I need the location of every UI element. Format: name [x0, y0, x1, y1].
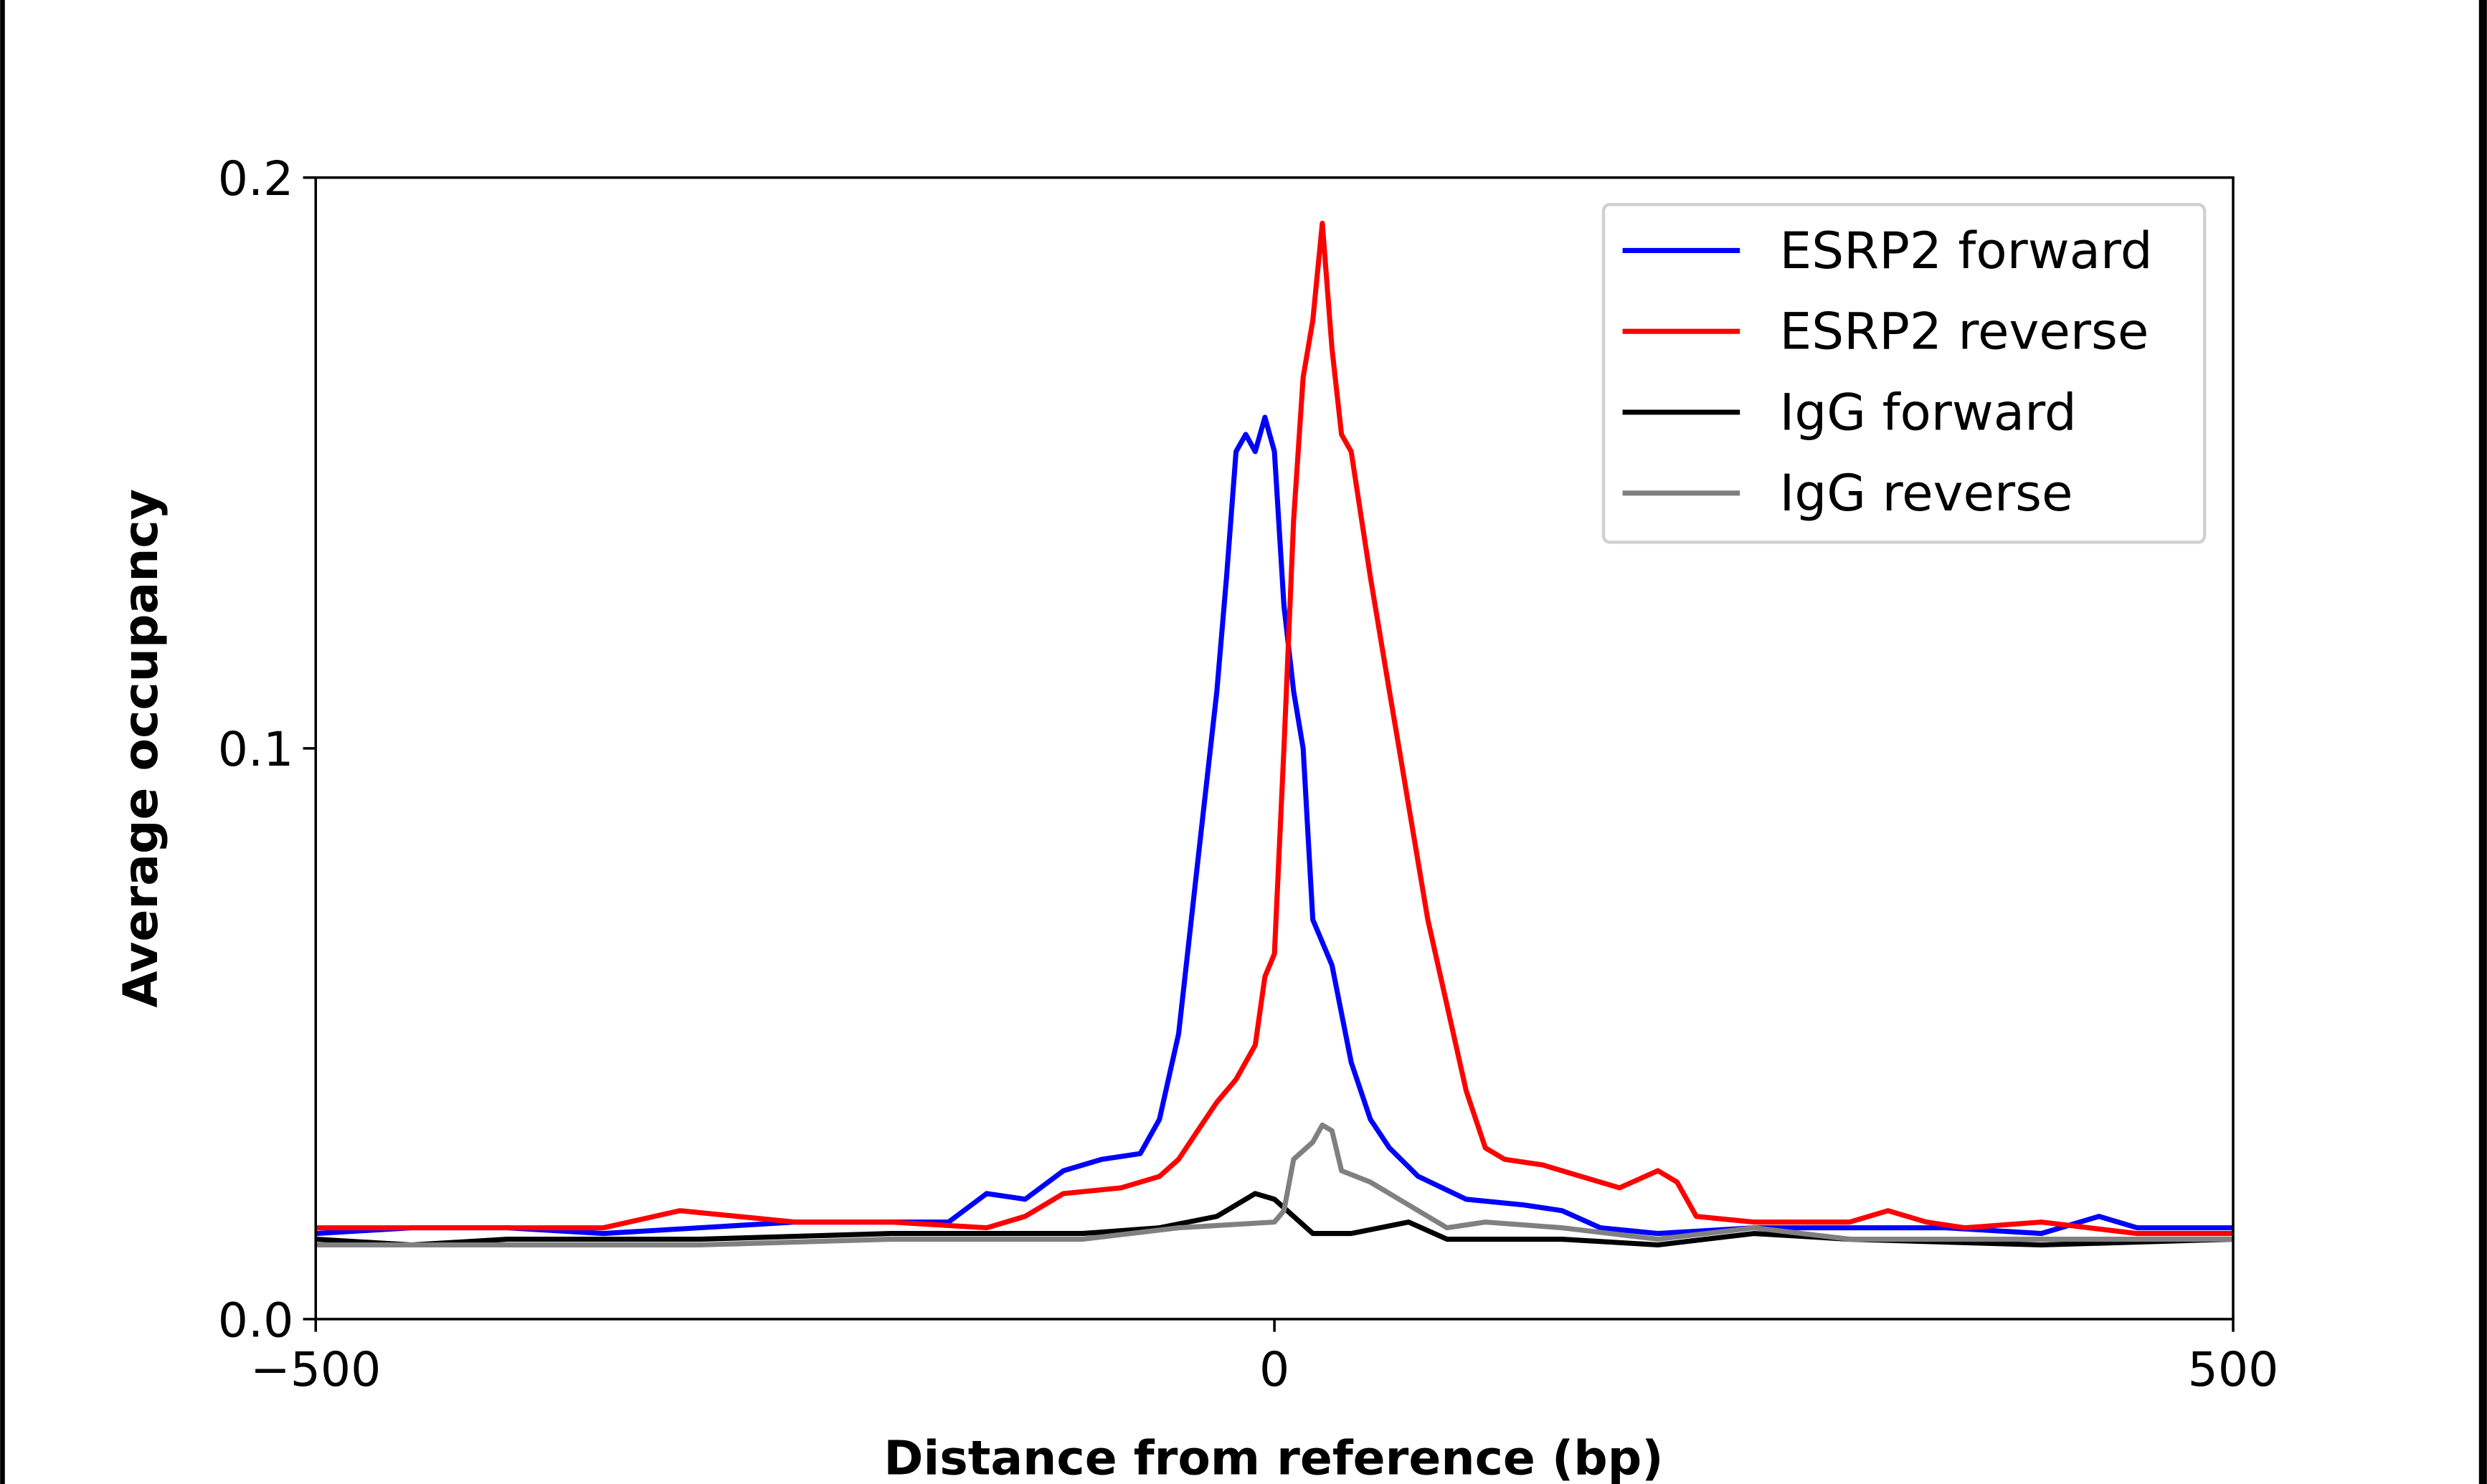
- series-line-esrp2-forward: [316, 414, 2234, 1237]
- x-tick-label: 0: [1259, 1341, 1289, 1397]
- legend-label: ESRP2 reverse: [1780, 302, 2149, 361]
- x-tick-label: 500: [2188, 1341, 2279, 1397]
- left-border: [0, 0, 5, 1484]
- x-axis-label: Distance from reference (bp): [884, 1430, 1663, 1484]
- legend-label: IgG reverse: [1780, 463, 2073, 523]
- y-tick-label: 0.1: [218, 721, 293, 777]
- y-tick-label: 0.0: [218, 1292, 293, 1348]
- series-line-igg-forward: [316, 1191, 2234, 1248]
- y-tick-label: 0.2: [218, 151, 293, 206]
- legend: ESRP2 forward ESRP2 reverse IgG forward IgG…: [1601, 203, 2207, 544]
- right-border: [2478, 0, 2487, 1484]
- series-line-igg-reverse: [316, 1122, 2234, 1248]
- x-tick-label: −500: [250, 1341, 381, 1397]
- y-axis-label: Average occupancy: [113, 489, 169, 1008]
- legend-label: IgG forward: [1780, 382, 2077, 442]
- legend-box: [1601, 203, 2207, 544]
- legend-label: ESRP2 forward: [1780, 221, 2153, 280]
- series-line-esrp2-reverse: [316, 220, 2234, 1237]
